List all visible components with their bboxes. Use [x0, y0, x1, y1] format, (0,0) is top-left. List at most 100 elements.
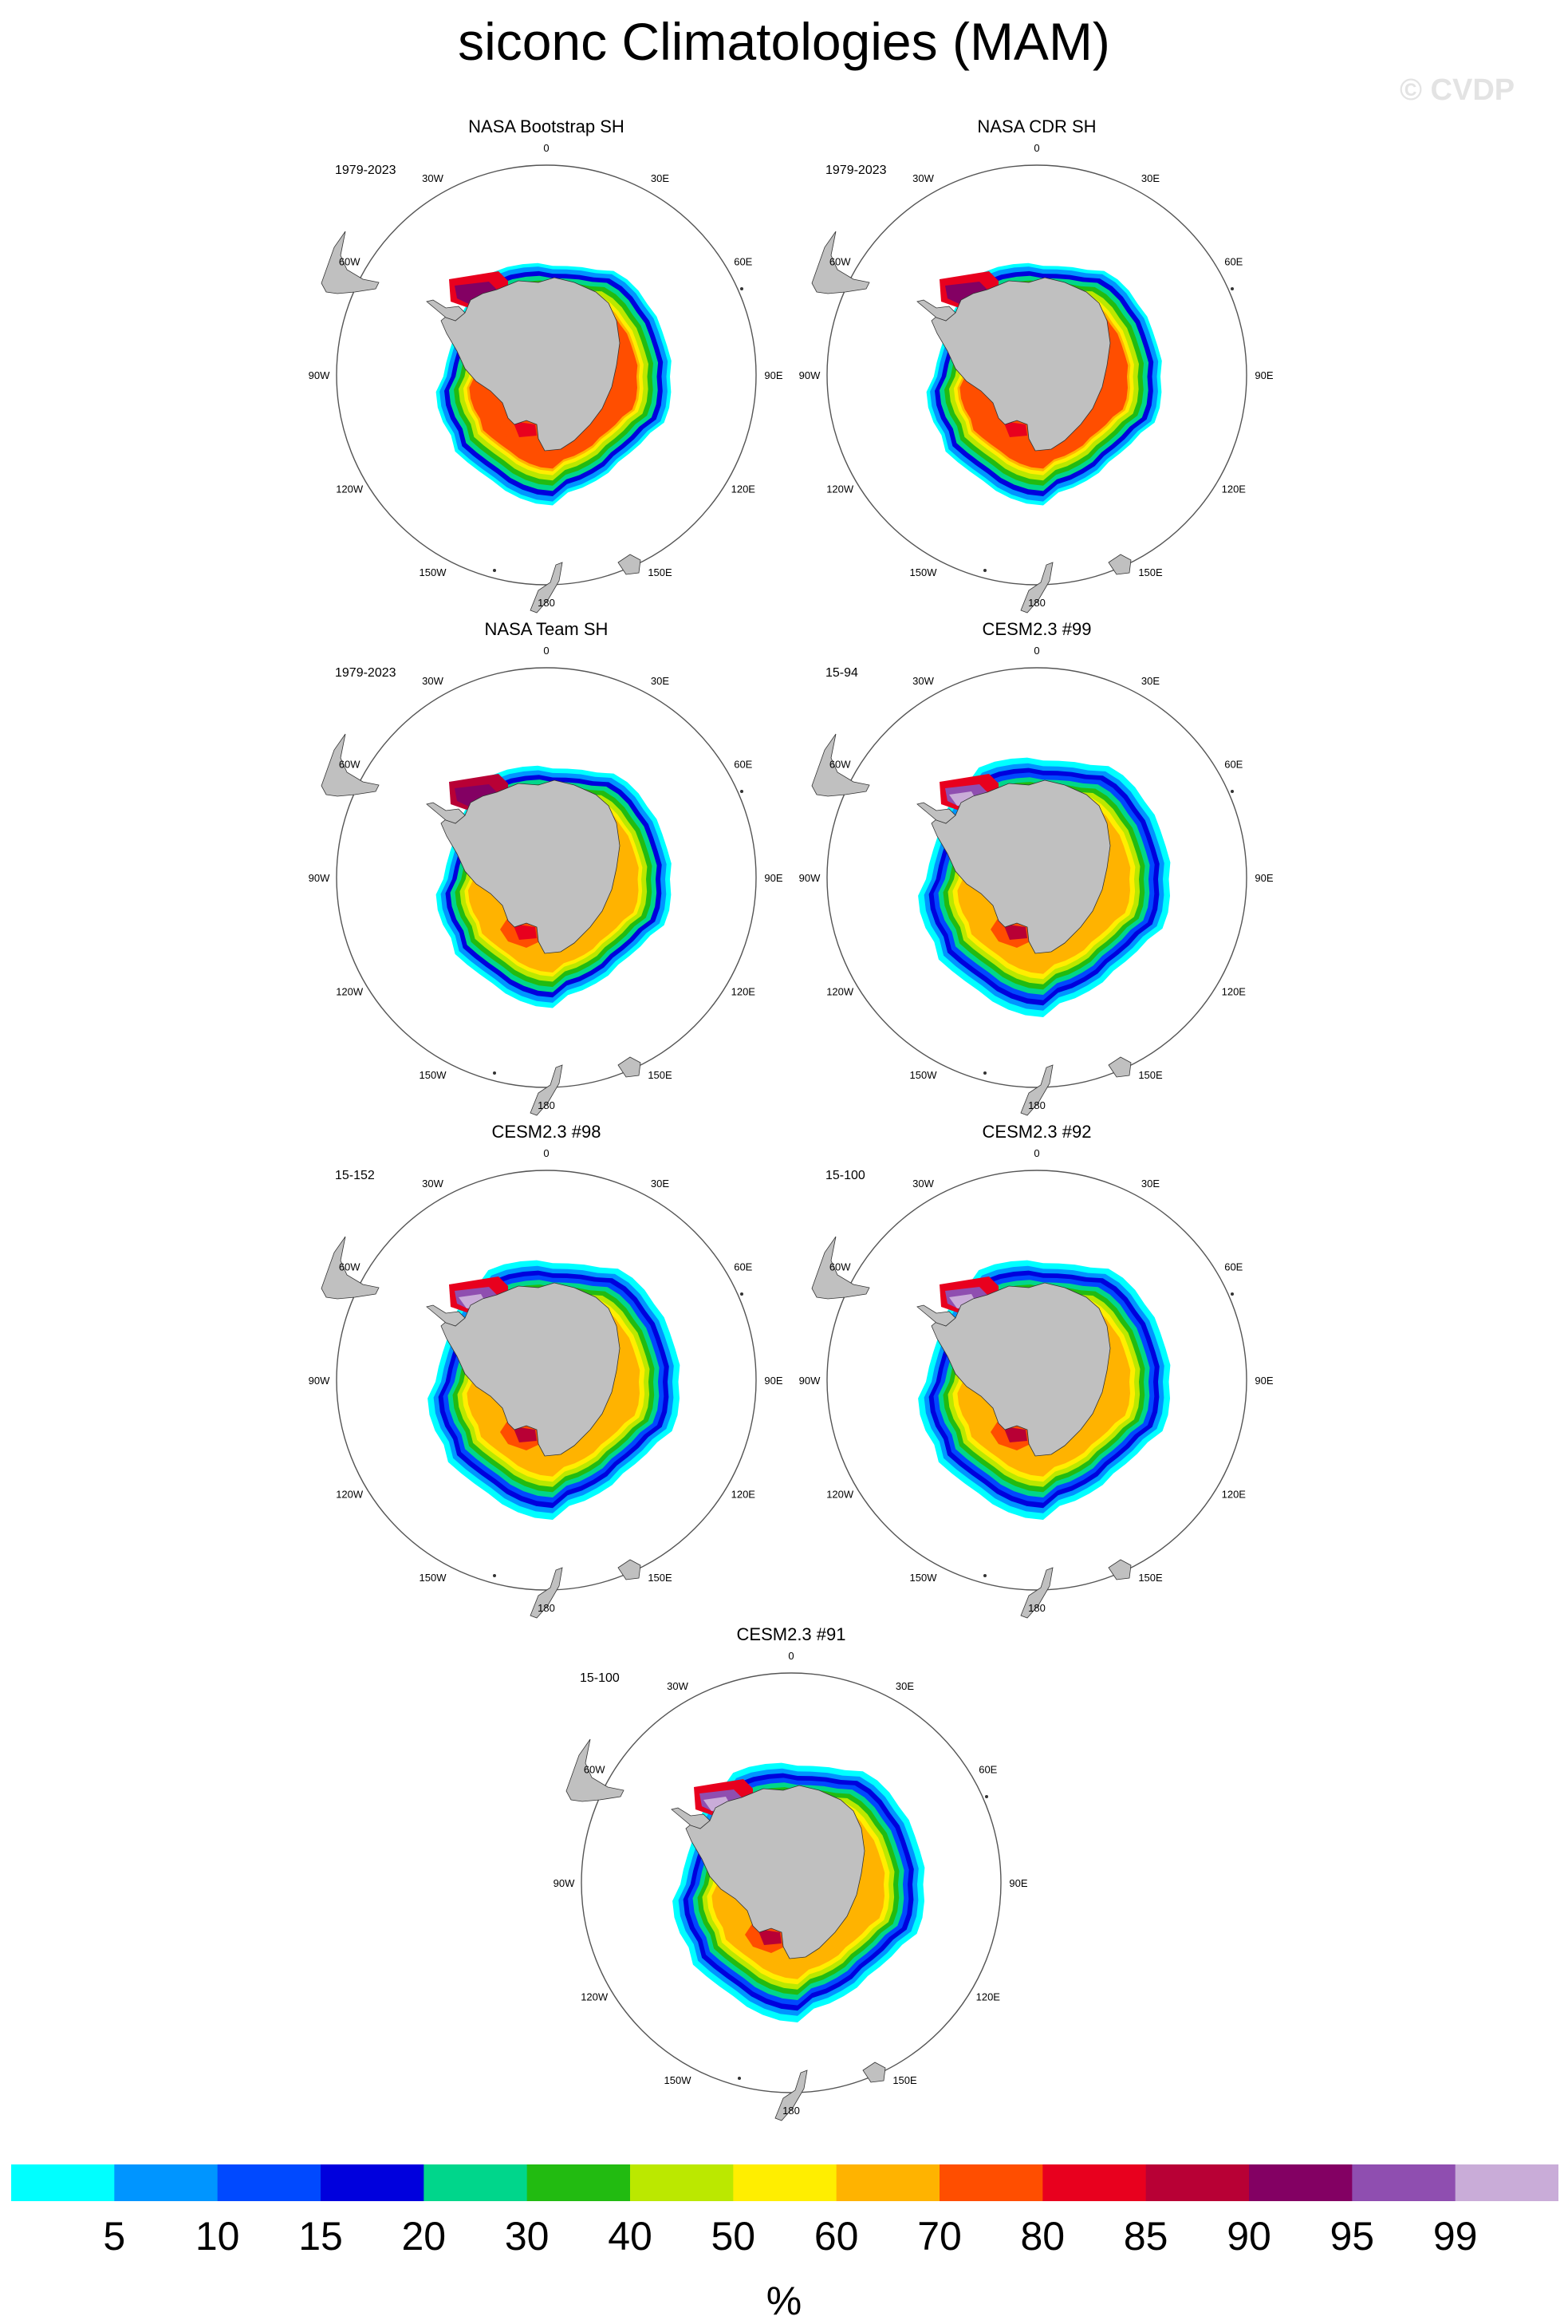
longitude-label: 150W	[910, 1069, 938, 1081]
longitude-label: 120E	[731, 1489, 756, 1501]
colorbar-tick-label: 5	[103, 2214, 125, 2259]
antarctica-landmass	[931, 1282, 1111, 1457]
ross-core-ice	[513, 421, 537, 437]
polar-map: 0 30E 60E 90E 120E 150E 180 150W 120W 90W 60W 30W	[309, 142, 783, 614]
tasmania-landmass	[1108, 554, 1132, 575]
longitude-label: 150W	[910, 1572, 938, 1584]
longitude-label: 120W	[826, 483, 854, 495]
longitude-label: 30W	[422, 675, 443, 687]
longitude-label: 180	[1028, 1602, 1046, 1614]
colorbar-swatch	[630, 2164, 734, 2201]
longitude-label: 30E	[651, 1178, 669, 1190]
longitude-label: 0	[543, 1147, 549, 1159]
panel-title: NASA Team SH	[484, 619, 609, 639]
longitude-label: 120W	[336, 986, 364, 998]
map-panel: CESM2.3 #98 15-152 0 30E 60E 90E 120E 150E 180 15…	[299, 1117, 794, 1628]
longitude-label: 120W	[826, 1489, 854, 1501]
longitude-label: 60W	[339, 256, 360, 268]
antarctica-landmass	[440, 779, 621, 954]
longitude-label: 0	[543, 645, 549, 657]
longitude-label: 120W	[826, 986, 854, 998]
watermark: © CVDP	[1400, 73, 1515, 107]
antarctic-peninsula	[426, 802, 466, 824]
longitude-label: 60E	[734, 1261, 752, 1273]
longitude-label: 120W	[336, 483, 364, 495]
polar-map: 0 30E 60E 90E 120E 150E 180 150W 120W 90W 60W 30W	[799, 645, 1274, 1116]
longitude-label: 120E	[1222, 1489, 1247, 1501]
colorbar-tick-label: 90	[1227, 2214, 1271, 2259]
polar-map: 0 30E 60E 90E 120E 150E 180 150W 120W 90W 60W 30W	[309, 645, 783, 1116]
antarctic-peninsula	[426, 299, 466, 322]
longitude-label: 90E	[764, 872, 782, 884]
longitude-label: 60E	[1224, 256, 1243, 268]
new-zealand-landmass	[530, 1567, 563, 1619]
colorbar-swatch	[114, 2164, 219, 2201]
longitude-label: 30E	[896, 1680, 914, 1692]
longitude-label: 180	[538, 597, 555, 609]
panel-period: 1979-2023	[825, 164, 887, 177]
antarctic-peninsula	[671, 1807, 711, 1829]
longitude-label: 60W	[829, 1261, 851, 1273]
longitude-label: 90W	[309, 369, 330, 381]
longitude-label: 120E	[731, 986, 756, 998]
kerguelen-island	[1231, 1292, 1234, 1296]
longitude-label: 60E	[1224, 1261, 1243, 1273]
colorbar-swatch	[940, 2164, 1043, 2201]
longitude-label: 150W	[420, 1069, 447, 1081]
ross-core-ice	[1003, 1426, 1027, 1442]
kerguelen-island	[740, 790, 743, 793]
panel-period: 1979-2023	[335, 666, 396, 680]
longitude-label: 60W	[584, 1764, 605, 1776]
antarctic-peninsula	[916, 299, 956, 322]
colorbar-swatch	[1352, 2164, 1456, 2201]
longitude-label: 150E	[1138, 1069, 1163, 1081]
map-panel: CESM2.3 #91 15-100 0 30E 60E 90E 120E 150E 180 15…	[544, 1620, 1038, 2130]
longitude-label: 180	[782, 2105, 800, 2117]
panel-title: NASA CDR SH	[977, 116, 1097, 136]
new-zealand-landmass	[774, 2070, 808, 2121]
colorbar-tick-label: 70	[917, 2214, 962, 2259]
longitude-label: 30E	[1141, 675, 1160, 687]
polar-map: 0 30E 60E 90E 120E 150E 180 150W 120W 90W 60W 30W	[799, 142, 1274, 614]
antarctica-landmass	[685, 1785, 865, 1959]
antarctic-peninsula	[916, 1304, 956, 1327]
colorbar-swatch	[11, 2164, 115, 2201]
map-panel: NASA CDR SH 1979-2023 0 30E 60E 90E 120E 150E 18…	[790, 112, 1284, 622]
map-panel: CESM2.3 #99 15-94 0 30E 60E 90E 120E 150E 180 150…	[790, 614, 1284, 1125]
antarctica-landmass	[440, 277, 621, 452]
panel-period: 15-94	[825, 666, 858, 680]
tasmania-landmass	[617, 1056, 641, 1078]
panel-period: 15-100	[580, 1671, 620, 1685]
longitude-label: 180	[538, 1099, 555, 1111]
kerguelen-island	[1231, 287, 1234, 290]
longitude-label: 30E	[651, 675, 669, 687]
panel-period: 15-100	[825, 1169, 865, 1182]
panel-title: CESM2.3 #92	[982, 1122, 1092, 1142]
campbell-island	[983, 1574, 987, 1577]
longitude-label: 60W	[829, 759, 851, 771]
south-america-landmass	[321, 733, 380, 797]
colorbar-tick-label: 80	[1020, 2214, 1065, 2259]
longitude-label: 90E	[1255, 872, 1273, 884]
longitude-label: 150W	[910, 566, 938, 578]
longitude-label: 150W	[420, 1572, 447, 1584]
longitude-label: 90E	[764, 369, 782, 381]
longitude-label: 60E	[979, 1764, 997, 1776]
south-america-landmass	[565, 1738, 624, 1802]
ross-core-ice	[758, 1929, 782, 1945]
longitude-label: 150E	[1138, 1572, 1163, 1584]
colorbar-swatch	[733, 2164, 837, 2201]
campbell-island	[738, 2077, 741, 2080]
longitude-label: 180	[1028, 597, 1046, 609]
colorbar-units: %	[766, 2279, 802, 2323]
longitude-label: 60E	[1224, 759, 1243, 771]
antarctic-peninsula	[426, 1304, 466, 1327]
tasmania-landmass	[862, 2062, 886, 2083]
longitude-label: 60W	[339, 759, 360, 771]
south-america-landmass	[811, 1236, 870, 1300]
colorbar-tick-label: 10	[195, 2214, 240, 2259]
longitude-label: 150E	[1138, 566, 1163, 578]
longitude-label: 90W	[309, 1375, 330, 1387]
colorbar-tick-label: 30	[505, 2214, 550, 2259]
figure-title: siconc Climatologies (MAM)	[458, 12, 1110, 71]
